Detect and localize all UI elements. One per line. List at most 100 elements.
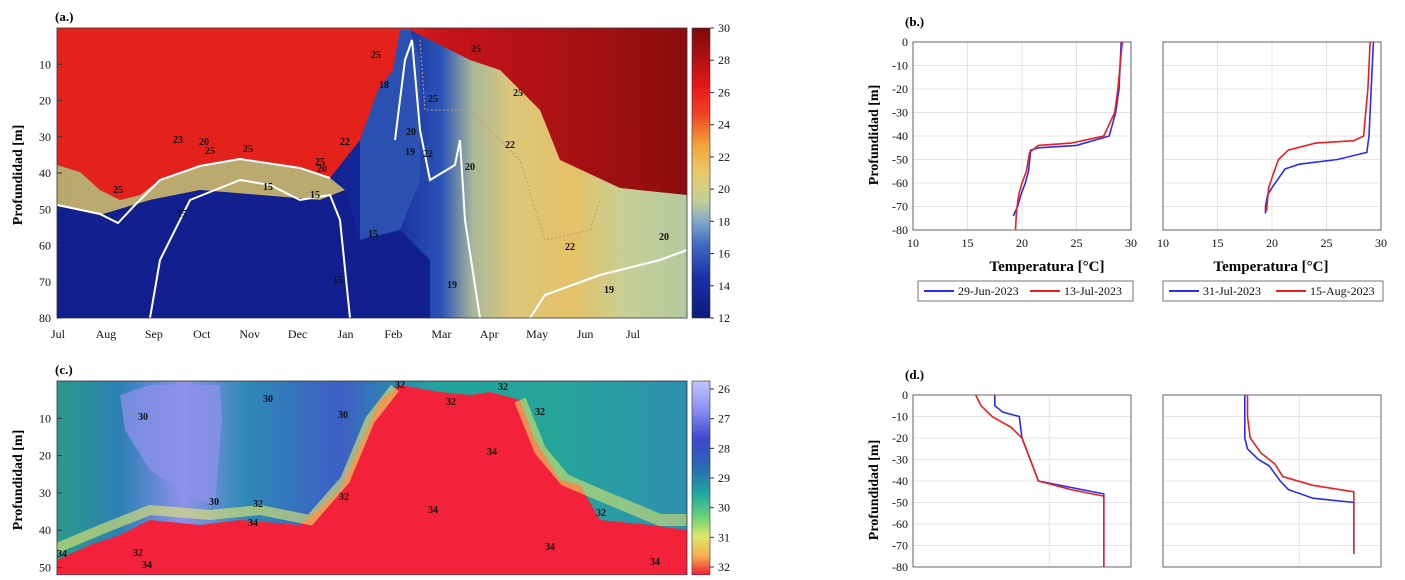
legend-entry-3: 31-Jul-2023 xyxy=(1203,284,1261,298)
colorbar-label: 12 xyxy=(718,311,730,325)
ytick-label: -50 xyxy=(892,496,908,510)
colorbar-label: 26 xyxy=(718,85,730,99)
month-label: Mar xyxy=(431,327,451,341)
month-label: Jul xyxy=(626,327,641,341)
panel-a-transition-band xyxy=(57,158,345,215)
panel-c-heatmap xyxy=(57,381,687,575)
axes-frame xyxy=(912,41,1132,231)
contour-label: 22 xyxy=(423,149,433,160)
ytick-label: 20 xyxy=(39,449,51,463)
contour-label: 34 xyxy=(142,560,152,571)
panel-a-isotherm-20-spring xyxy=(394,39,481,318)
panel-c-colorbar-ticks: 26 27 28 29 30 31 32 xyxy=(710,382,730,574)
panel-c-colorbar xyxy=(691,380,711,576)
colorbar-label: 22 xyxy=(718,150,730,164)
contour-label: 25 xyxy=(471,44,481,55)
panel-b-right-axes: 10 15 20 25 30 xyxy=(1157,41,1387,250)
contour-label: 19 xyxy=(405,147,415,158)
contour-label: 25 xyxy=(243,144,253,155)
contour-label: 32 xyxy=(339,492,349,503)
panel-b-label: (b.) xyxy=(905,14,924,29)
contour-label: 15 xyxy=(368,229,378,240)
panel-a-isotherm-22 xyxy=(419,39,601,241)
xtick-label: 10 xyxy=(907,236,919,250)
ytick-label: 30 xyxy=(39,130,51,144)
colorbar-label: 30 xyxy=(718,501,730,515)
ytick-label: -70 xyxy=(892,539,908,553)
axes-frame xyxy=(1162,394,1382,568)
colorbar-label: 28 xyxy=(718,441,730,455)
month-label: Dec xyxy=(288,327,307,341)
contour-label: 25 xyxy=(205,146,215,157)
ytick-label: 50 xyxy=(39,202,51,216)
ytick-label: 30 xyxy=(39,486,51,500)
profile-line xyxy=(974,394,1105,567)
panel-a-isotherm-15 xyxy=(149,178,351,318)
contour-label: 22 xyxy=(340,137,350,148)
panel-a-isotherm-20 xyxy=(57,157,331,225)
contour-label: 30 xyxy=(263,394,273,405)
contour-label: 20 xyxy=(317,164,327,175)
panel-a-cold-core xyxy=(57,190,430,318)
colorbar-label: 28 xyxy=(718,53,730,67)
panel-a-colorbar-ticks: 30 28 26 24 22 20 18 16 14 12 xyxy=(710,21,730,325)
legend-box xyxy=(917,280,1134,302)
profile-line xyxy=(1246,395,1355,555)
contour-label: 34 xyxy=(650,557,660,568)
ytick-label: 0 xyxy=(902,35,908,49)
contour-label: 15 xyxy=(263,182,273,193)
ytick-label: 80 xyxy=(39,311,51,325)
month-label: Jul xyxy=(51,327,66,341)
panel-b-right-xtitle: Temperatura [°C] xyxy=(1213,259,1328,275)
panel-d-ylabel: Profundidad [m] xyxy=(867,440,882,540)
panel-d-left-axes: 0 -10 -20 -30 -40 -50 -60 -70 -80 xyxy=(892,388,1132,574)
ytick-label: -70 xyxy=(892,200,908,214)
panel-a-ylabel: Profundidad [m] xyxy=(11,125,26,225)
contour-label: 25 xyxy=(315,157,325,168)
contour-label: 32 xyxy=(395,380,405,391)
contour-label: 32 xyxy=(133,548,143,559)
month-label: May xyxy=(526,327,548,341)
contour-label: 25 xyxy=(371,50,381,61)
contour-label: 32 xyxy=(596,508,606,519)
month-label: Nov xyxy=(239,327,260,341)
ytick-label: -50 xyxy=(892,153,908,167)
colorbar-label: 18 xyxy=(718,214,730,228)
contour-label: 15 xyxy=(310,190,320,201)
contour-label: 15 xyxy=(333,275,343,286)
panel-c-yticks: 10 20 30 40 50 xyxy=(39,411,62,575)
month-label: Jun xyxy=(577,327,594,341)
panel-a-heatmap xyxy=(57,28,687,318)
panel-a-contour-labels: 25 25 25 25 25 25 23 22 22 22 22 20 20 20 20 20 19 19 19 18… xyxy=(113,44,669,296)
contour-label: 19 xyxy=(604,285,614,296)
contour-label: 32 xyxy=(498,382,508,393)
contour-label: 19 xyxy=(447,280,457,291)
legend-entry-4: 15-Aug-2023 xyxy=(1310,284,1375,298)
contour-label: 22 xyxy=(505,140,515,151)
legend-entry-2: 13-Jul-2023 xyxy=(1064,284,1122,298)
panel-a-yticks: 10 20 30 40 50 60 70 80 xyxy=(39,57,62,325)
colorbar-label: 20 xyxy=(718,182,730,196)
xtick-label: 15 xyxy=(1212,236,1224,250)
colorbar-label: 30 xyxy=(718,21,730,35)
panel-a-colorbar xyxy=(691,27,711,319)
xtick-label: 25 xyxy=(1321,236,1333,250)
xtick-label: 25 xyxy=(1071,236,1083,250)
ytick-label: -10 xyxy=(892,59,908,73)
panel-b-right-legend: 31-Jul-2023 15-Aug-2023 xyxy=(1162,280,1384,302)
contour-label: 20 xyxy=(465,162,475,173)
month-label: Oct xyxy=(193,327,211,341)
ytick-label: -30 xyxy=(892,453,908,467)
ytick-label: 70 xyxy=(39,275,51,289)
ytick-label: -60 xyxy=(892,176,908,190)
ytick-label: 10 xyxy=(39,411,51,425)
xtick-label: 10 xyxy=(1157,236,1169,250)
panel-c-halocline xyxy=(57,384,399,553)
colorbar-label: 31 xyxy=(718,530,730,544)
xtick-label: 20 xyxy=(1016,236,1028,250)
contour-label: 30 xyxy=(338,410,348,421)
ytick-label: -60 xyxy=(892,517,908,531)
panel-d-right-axes xyxy=(1162,394,1382,568)
ytick-label: -40 xyxy=(892,474,908,488)
xtick-label: 15 xyxy=(962,236,974,250)
